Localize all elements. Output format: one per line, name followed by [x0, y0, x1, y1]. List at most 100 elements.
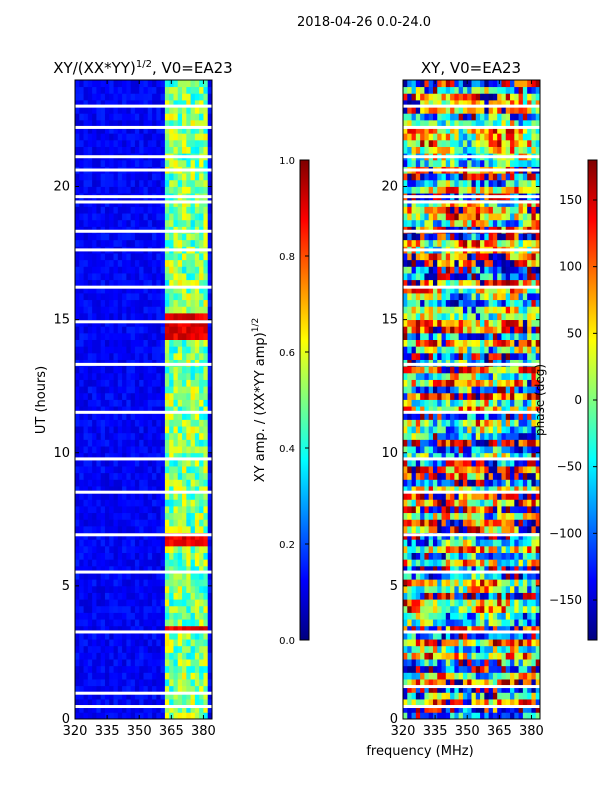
heatmap-cell — [454, 406, 460, 414]
heatmap-cell — [497, 459, 502, 467]
heatmap-cell — [83, 506, 89, 514]
heatmap-cell — [122, 339, 127, 347]
heatmap-cell — [126, 253, 132, 261]
heatmap-cell — [488, 452, 494, 460]
heatmap-cell — [518, 499, 524, 507]
heatmap-cell — [420, 512, 425, 520]
heatmap-cell — [484, 592, 490, 600]
heatmap-cell — [194, 93, 200, 101]
heatmap-cell — [424, 519, 430, 527]
heatmap-cell — [420, 619, 425, 627]
heatmap-cell — [164, 312, 170, 321]
heatmap-cell — [169, 139, 174, 147]
heatmap-cell — [177, 352, 183, 360]
heatmap-cell — [471, 639, 477, 647]
heatmap-cell — [518, 366, 524, 374]
heatmap-cell — [130, 625, 136, 633]
heatmap-cell — [531, 685, 537, 693]
heatmap-cell — [122, 233, 127, 241]
heatmap-cell — [147, 259, 153, 267]
heatmap-cell — [432, 459, 438, 467]
heatmap-cell — [152, 332, 157, 340]
heatmap-cell — [143, 279, 149, 287]
heatmap-cell — [160, 506, 166, 514]
heatmap-cell — [207, 312, 212, 321]
heatmap-cell — [432, 339, 438, 347]
heatmap-cell — [109, 266, 114, 274]
heatmap-cell — [117, 412, 123, 420]
heatmap-cell — [527, 699, 532, 707]
data-gap-band — [75, 229, 212, 233]
heatmap-cell — [475, 472, 481, 480]
heatmap-cell — [182, 699, 187, 707]
heatmap-cell — [117, 352, 123, 360]
heatmap-cell — [415, 679, 421, 687]
heatmap-cell — [488, 372, 494, 380]
heatmap-cell — [113, 426, 119, 434]
heatmap-cell — [156, 139, 162, 147]
heatmap-cell — [411, 599, 417, 607]
heatmap-cell — [445, 479, 451, 487]
heatmap-cell — [445, 332, 451, 340]
heatmap-cell — [117, 659, 123, 667]
heatmap-cell — [484, 426, 490, 434]
heatmap-cell — [83, 133, 89, 141]
heatmap-cell — [79, 239, 84, 247]
heatmap-cell — [407, 619, 412, 627]
heatmap-cell — [471, 419, 477, 427]
heatmap-cell — [134, 186, 140, 194]
heatmap-cell — [177, 293, 183, 301]
heatmap-cell — [194, 80, 200, 88]
heatmap-cell — [441, 346, 447, 354]
heatmap-cell — [109, 253, 114, 261]
heatmap-cell — [104, 86, 110, 94]
heatmap-cell — [113, 645, 119, 653]
heatmap-cell — [424, 439, 430, 447]
heatmap-cell — [75, 712, 80, 719]
heatmap-cell — [177, 525, 183, 534]
heatmap-cell — [514, 426, 519, 434]
heatmap-cell — [173, 239, 179, 247]
heatmap-cell — [160, 619, 166, 627]
heatmap-cell — [194, 339, 200, 347]
heatmap-cell — [432, 426, 438, 434]
heatmap-cell — [92, 386, 97, 394]
heatmap-cell — [190, 479, 196, 487]
heatmap-cell — [420, 612, 425, 620]
heatmap-cell — [462, 612, 468, 620]
heatmap-cell — [156, 306, 162, 314]
heatmap-cell — [160, 519, 166, 527]
heatmap-cell — [424, 692, 430, 700]
heatmap-cell — [130, 312, 136, 321]
heatmap-cell — [194, 99, 200, 108]
heatmap-cell — [117, 392, 123, 400]
heatmap-cell — [117, 293, 123, 301]
heatmap-cell — [437, 432, 442, 440]
heatmap-cell — [458, 672, 464, 680]
heatmap-cell — [130, 552, 136, 560]
heatmap-cell — [207, 439, 212, 447]
heatmap-cell — [471, 332, 477, 340]
heatmap-cell — [407, 439, 412, 447]
heatmap-cell — [104, 106, 110, 114]
heatmap-cell — [130, 599, 136, 607]
heatmap-cell — [454, 612, 460, 620]
heatmap-cell — [143, 592, 149, 600]
heatmap-cell — [92, 619, 97, 627]
heatmap-cell — [475, 559, 481, 567]
heatmap-cell — [475, 339, 481, 347]
heatmap-cell — [450, 346, 455, 354]
heatmap-cell — [190, 446, 196, 454]
heatmap-cell — [462, 346, 468, 354]
heatmap-cell — [501, 459, 507, 467]
heatmap-cell — [169, 545, 174, 553]
heatmap-cell — [87, 299, 93, 307]
heatmap-cell — [518, 492, 524, 500]
heatmap-cell — [143, 652, 149, 660]
heatmap-cell — [531, 525, 537, 534]
heatmap-cell — [203, 712, 209, 719]
heatmap-cell — [492, 539, 498, 547]
heatmap-cell — [505, 705, 511, 713]
heatmap-cell — [117, 386, 123, 394]
heatmap-cell — [75, 552, 80, 560]
